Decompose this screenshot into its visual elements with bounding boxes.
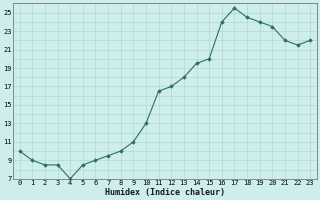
- X-axis label: Humidex (Indice chaleur): Humidex (Indice chaleur): [105, 188, 225, 197]
